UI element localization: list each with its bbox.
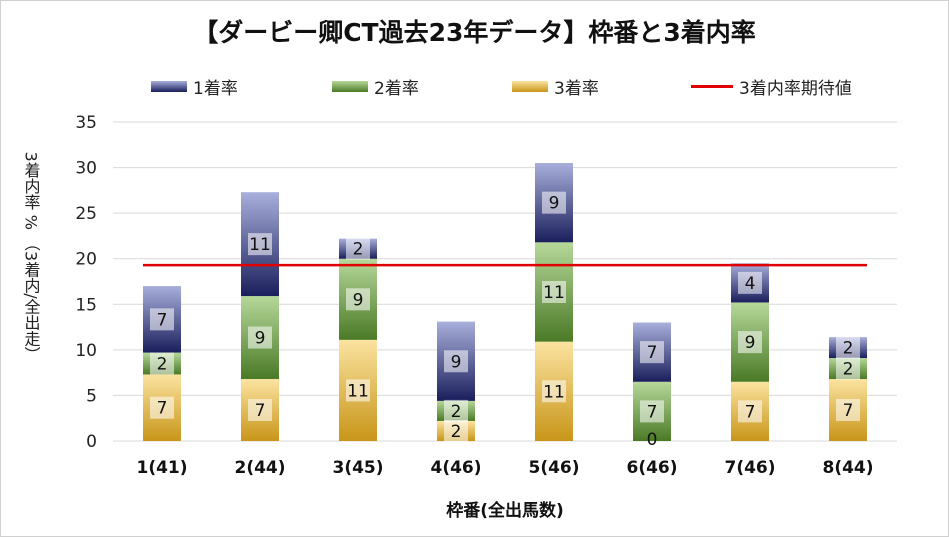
data-label-box [640,400,664,423]
data-label-rate3: 7 [843,401,854,421]
data-label-box [150,308,174,331]
x-tick-label: 5(46) [528,458,579,478]
x-tick-label: 3(45) [332,458,383,478]
data-label-box [150,352,174,375]
data-label-box [346,237,370,260]
x-tick-label: 2(44) [234,458,285,478]
y-tick-label: 30 [75,159,97,179]
data-label-box [836,357,860,380]
x-tick-label: 4(46) [430,458,481,478]
data-label-rate1: 11 [249,235,271,255]
legend-item-rate1: 1着率 [151,75,238,99]
y-tick-label: 20 [75,250,97,270]
data-label-rate2: 9 [255,329,266,349]
data-label-box [248,399,272,422]
data-label-box [444,399,468,422]
legend-label-expected: 3着内率期待値 [739,78,852,99]
data-label-rate3: 11 [347,381,369,401]
data-label-rate3: 2 [451,422,462,442]
data-label-box [150,396,174,419]
chart-title: 【ダービー卿CT過去23年データ】枠番と3着内率 [193,18,756,47]
y-tick-label: 10 [75,341,97,361]
data-label-rate2: 9 [745,333,756,353]
data-label-rate1: 2 [353,240,364,260]
data-label-box [542,191,566,214]
data-label-rate1: 2 [843,339,854,359]
y-tick-label: 35 [75,113,97,133]
x-tick-label: 7(46) [724,458,775,478]
y-tick-label: 0 [86,432,97,452]
data-label-box [444,350,468,373]
data-label-box [640,341,664,364]
data-label-rate3: 7 [745,402,756,422]
legend-item-expected: 3着内率期待値 [691,75,852,99]
data-label-box [248,233,272,256]
data-label-box [542,280,566,303]
legend-item-rate3: 3着率 [512,75,599,99]
data-label-rate2: 2 [843,360,854,380]
legend-swatch-expected [691,84,733,88]
x-tick-label: 6(46) [626,458,677,478]
data-label-rate1: 4 [745,274,756,294]
data-label-box [444,419,468,442]
legend-label-rate3: 3着率 [554,78,599,99]
data-label-rate2: 2 [157,355,168,375]
legend-swatch-rate1 [151,80,187,92]
data-label-box [738,271,762,294]
data-label-rate2: 9 [353,290,364,310]
y-tick-label: 15 [75,295,97,315]
data-label-box [738,400,762,423]
data-label-rate1: 7 [647,343,658,363]
x-tick-label: 8(44) [822,458,873,478]
data-label-rate2: 7 [647,402,658,422]
data-label-box [346,288,370,311]
data-label-rate1: 9 [451,352,462,372]
data-label-box [346,379,370,402]
y-tick-label: 25 [75,204,97,224]
data-label-box [738,331,762,354]
data-label-rate3: 0 [647,430,658,450]
data-label-box [542,380,566,403]
data-label-rate3: 7 [157,399,168,419]
data-label-rate3: 11 [543,382,565,402]
legend-swatch-rate2 [332,80,368,92]
data-label-rate1: 9 [549,194,560,214]
data-label-rate3: 7 [255,401,266,421]
data-label-box [836,399,860,422]
y-axis-title: 3着内率 % （3着内/全出走） [22,152,41,363]
data-label-box [836,336,860,359]
legend-label-rate2: 2着率 [374,78,419,99]
legend-item-rate2: 2着率 [332,75,419,99]
data-label-rate2: 2 [451,402,462,422]
data-label-rate1: 7 [157,310,168,330]
legend-swatch-rate3 [512,80,548,92]
legend-label-rate1: 1着率 [193,78,238,99]
data-label-box [248,326,272,349]
x-tick-label: 1(41) [136,458,187,478]
data-label-rate2: 11 [543,283,565,303]
x-axis-title: 枠番(全出馬数) [446,500,564,521]
y-tick-label: 5 [86,386,97,406]
